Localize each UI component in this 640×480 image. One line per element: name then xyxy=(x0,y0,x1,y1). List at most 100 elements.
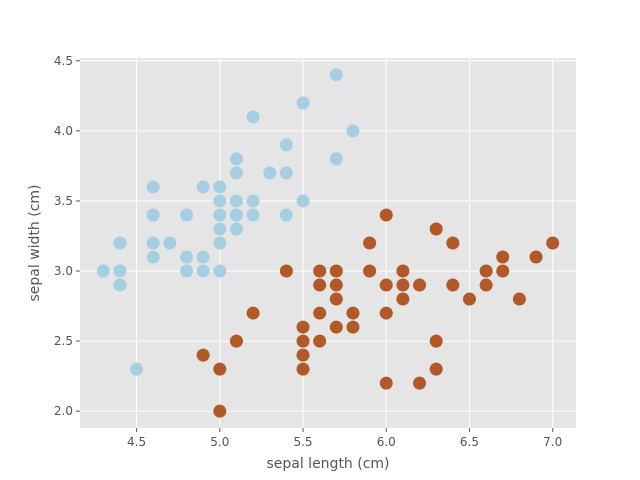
data-point-series-2 xyxy=(296,362,310,376)
data-point-series-1 xyxy=(246,194,260,208)
data-point-series-1 xyxy=(229,166,243,180)
data-point-series-1 xyxy=(246,110,260,124)
data-point-series-2 xyxy=(329,320,343,334)
data-point-series-1 xyxy=(329,68,343,82)
y-tick-label: 2.0 xyxy=(54,404,73,418)
data-point-series-2 xyxy=(496,264,510,278)
data-points xyxy=(96,68,560,418)
data-point-series-1 xyxy=(146,208,160,222)
data-point-series-2 xyxy=(213,362,227,376)
data-point-series-2 xyxy=(429,222,443,236)
data-point-series-1 xyxy=(329,152,343,166)
data-point-series-1 xyxy=(229,152,243,166)
data-point-series-2 xyxy=(446,278,460,292)
data-point-series-1 xyxy=(96,264,110,278)
data-point-series-1 xyxy=(296,96,310,110)
x-tick-label: 6.5 xyxy=(460,435,479,449)
data-point-series-2 xyxy=(396,278,410,292)
data-point-series-2 xyxy=(479,278,493,292)
x-tick-label: 5.0 xyxy=(210,435,229,449)
data-point-series-1 xyxy=(180,208,194,222)
data-point-series-1 xyxy=(229,222,243,236)
data-point-series-2 xyxy=(379,306,393,320)
x-tick-label: 5.5 xyxy=(293,435,312,449)
data-point-series-1 xyxy=(246,208,260,222)
data-point-series-2 xyxy=(363,236,377,250)
data-point-series-2 xyxy=(196,348,210,362)
x-tick-label: 4.5 xyxy=(127,435,146,449)
data-point-series-1 xyxy=(279,208,293,222)
data-point-series-1 xyxy=(113,264,127,278)
x-tick-label: 7.0 xyxy=(543,435,562,449)
data-point-series-2 xyxy=(313,264,327,278)
data-point-series-2 xyxy=(429,334,443,348)
data-point-series-2 xyxy=(229,334,243,348)
data-point-series-2 xyxy=(313,278,327,292)
data-point-series-1 xyxy=(263,166,277,180)
data-point-series-2 xyxy=(313,334,327,348)
data-point-series-2 xyxy=(512,292,526,306)
data-point-series-2 xyxy=(379,278,393,292)
data-point-series-1 xyxy=(296,194,310,208)
x-tick-label: 6.0 xyxy=(377,435,396,449)
tick-labels: 4.5 5.0 5.5 6.0 6.5 7.0 2.0 2.5 3.0 3.5 4.0 4.5 xyxy=(54,54,562,449)
data-point-series-2 xyxy=(329,292,343,306)
data-point-series-1 xyxy=(279,166,293,180)
data-point-series-2 xyxy=(329,264,343,278)
data-point-series-2 xyxy=(346,320,360,334)
data-point-series-1 xyxy=(113,278,127,292)
data-point-series-2 xyxy=(379,208,393,222)
data-point-series-2 xyxy=(296,320,310,334)
y-tick-label: 3.0 xyxy=(54,264,73,278)
data-point-series-2 xyxy=(313,306,327,320)
data-point-series-1 xyxy=(180,264,194,278)
data-point-series-2 xyxy=(396,264,410,278)
data-point-series-1 xyxy=(196,250,210,264)
data-point-series-2 xyxy=(213,404,227,418)
data-point-series-1 xyxy=(196,264,210,278)
data-point-series-1 xyxy=(229,208,243,222)
data-point-series-1 xyxy=(346,124,360,138)
data-point-series-2 xyxy=(429,362,443,376)
data-point-series-1 xyxy=(146,180,160,194)
data-point-series-2 xyxy=(462,292,476,306)
data-point-series-2 xyxy=(246,306,260,320)
data-point-series-1 xyxy=(213,194,227,208)
data-point-series-2 xyxy=(413,278,427,292)
data-point-series-2 xyxy=(446,236,460,250)
data-point-series-1 xyxy=(279,138,293,152)
data-point-series-1 xyxy=(213,264,227,278)
data-point-series-2 xyxy=(329,278,343,292)
data-point-series-1 xyxy=(213,208,227,222)
data-point-series-1 xyxy=(213,222,227,236)
data-point-series-2 xyxy=(496,250,510,264)
data-point-series-2 xyxy=(546,236,560,250)
data-point-series-1 xyxy=(113,236,127,250)
data-point-series-2 xyxy=(296,334,310,348)
plot-area xyxy=(80,58,576,428)
data-point-series-1 xyxy=(180,250,194,264)
data-point-series-1 xyxy=(213,180,227,194)
y-tick-label: 4.0 xyxy=(54,124,73,138)
data-point-series-1 xyxy=(146,236,160,250)
data-point-series-2 xyxy=(296,348,310,362)
data-point-series-1 xyxy=(130,362,144,376)
x-axis-label: sepal length (cm) xyxy=(266,456,389,472)
data-point-series-2 xyxy=(379,376,393,390)
data-point-series-1 xyxy=(229,194,243,208)
data-point-series-1 xyxy=(196,180,210,194)
data-point-series-1 xyxy=(146,250,160,264)
data-point-series-2 xyxy=(413,376,427,390)
data-point-series-2 xyxy=(396,292,410,306)
data-point-series-1 xyxy=(163,236,177,250)
y-tick-label: 4.5 xyxy=(54,54,73,68)
y-tick-label: 2.5 xyxy=(54,334,73,348)
data-point-series-2 xyxy=(346,306,360,320)
data-point-series-2 xyxy=(279,264,293,278)
data-point-series-2 xyxy=(529,250,543,264)
y-axis-label: sepal width (cm) xyxy=(27,184,43,301)
data-point-series-1 xyxy=(213,236,227,250)
data-point-series-2 xyxy=(363,264,377,278)
